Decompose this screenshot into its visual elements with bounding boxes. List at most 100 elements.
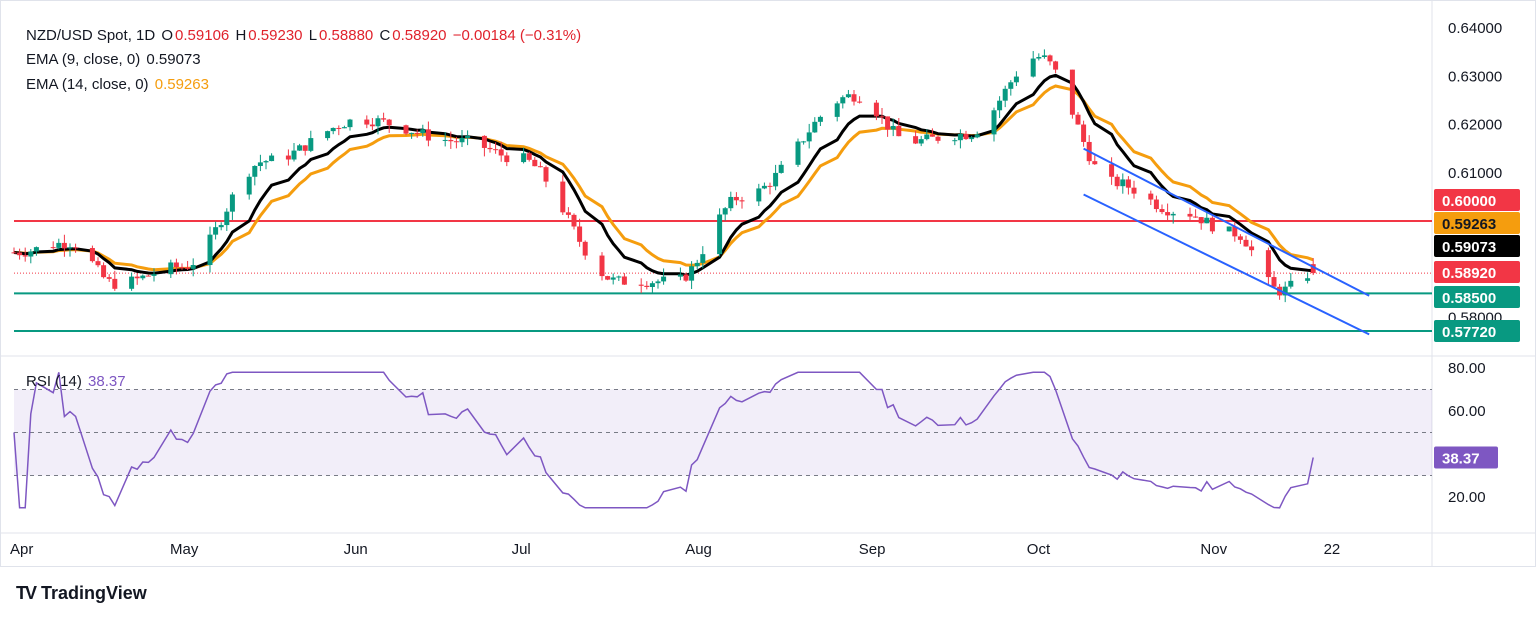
candle-body xyxy=(605,276,611,280)
change-value: −0.00184 (−0.31%) xyxy=(452,27,582,44)
candle-body xyxy=(1120,179,1126,187)
price-badge xyxy=(1434,235,1520,257)
candle-body xyxy=(655,281,661,284)
candle-body xyxy=(521,153,527,163)
candle-body xyxy=(453,141,459,143)
time-tick-label: May xyxy=(170,541,199,558)
candle-body xyxy=(1271,277,1277,287)
candle-body xyxy=(1047,55,1053,62)
candle-body xyxy=(465,135,471,138)
candle-body xyxy=(1036,56,1042,59)
candle-body xyxy=(963,133,969,140)
brand-name: TradingView xyxy=(41,583,147,603)
candle-body xyxy=(386,119,392,126)
candle-body xyxy=(879,116,885,118)
candle-body xyxy=(717,214,723,255)
chart-frame xyxy=(0,0,1536,567)
price-tick-label: 0.61000 xyxy=(1448,165,1502,182)
candle-body xyxy=(700,254,706,263)
ohlc-legend: NZD/USD Spot, 1D O 0.59106 H 0.59230 L 0.58… xyxy=(26,26,583,46)
candle-body xyxy=(537,166,543,168)
candle-body xyxy=(448,139,454,142)
candle-body xyxy=(661,276,667,282)
candle-body xyxy=(28,251,34,257)
candle-body xyxy=(341,127,347,129)
candle-body xyxy=(493,149,499,151)
candle-body xyxy=(95,261,101,266)
candle-body xyxy=(145,275,151,277)
candle-body xyxy=(1243,239,1249,247)
candle-body xyxy=(1148,193,1154,200)
candle-body xyxy=(1249,246,1255,251)
candle-body xyxy=(851,94,857,102)
candle-body xyxy=(263,161,269,163)
time-tick-label: Apr xyxy=(10,541,33,558)
price-badge xyxy=(1434,320,1520,342)
rsi-legend[interactable]: RSI (14) 38.37 xyxy=(26,372,128,392)
candle-body xyxy=(1310,264,1316,274)
ema14-label: EMA (14, close, 0) xyxy=(26,76,149,93)
candle-body xyxy=(459,137,465,143)
candle-body xyxy=(1008,82,1014,89)
candle-body xyxy=(425,129,431,141)
candle-body xyxy=(11,252,17,254)
candle-body xyxy=(246,176,252,195)
candle-body xyxy=(683,274,689,281)
candle-body xyxy=(347,119,353,128)
candle-body xyxy=(599,255,605,277)
price-badge xyxy=(1434,189,1520,211)
candle-body xyxy=(1198,217,1204,224)
tradingview-brand[interactable]: TV TradingView xyxy=(16,583,147,604)
candle-body xyxy=(224,211,230,226)
rsi-label: RSI (14) xyxy=(26,373,82,390)
candle-body xyxy=(168,262,174,275)
candle-body xyxy=(252,165,258,177)
time-tick-label: Nov xyxy=(1200,541,1227,558)
candle-body xyxy=(918,139,924,144)
ema9-legend[interactable]: EMA (9, close, 0) 0.59073 xyxy=(26,50,203,70)
low-value: 0.58880 xyxy=(319,27,374,44)
candle-body xyxy=(56,242,62,248)
price-badge-label: 0.58500 xyxy=(1442,290,1496,307)
rsi-value: 38.37 xyxy=(88,373,126,390)
candle-body xyxy=(218,225,224,228)
candle-body xyxy=(229,194,235,212)
candle-body xyxy=(1002,88,1008,101)
candle-body xyxy=(207,234,213,266)
candle-body xyxy=(1030,58,1036,77)
candle-body xyxy=(1165,212,1171,216)
high-value: 0.59230 xyxy=(248,27,303,44)
candle-body xyxy=(929,134,935,137)
candle-body xyxy=(325,131,331,139)
ema9-line xyxy=(13,73,1314,277)
candle-body xyxy=(621,276,627,285)
candle-body xyxy=(677,274,683,277)
candle-body xyxy=(806,132,812,142)
tradingview-logo-icon: TV xyxy=(16,583,37,603)
candle-body xyxy=(140,275,146,279)
candle-body xyxy=(1226,226,1232,232)
candle-body xyxy=(1159,209,1165,213)
candle-body xyxy=(129,276,135,289)
price-tick-label: 0.62000 xyxy=(1448,117,1502,134)
price-badge-label: 0.60000 xyxy=(1442,193,1496,210)
candle-body xyxy=(728,196,734,209)
candle-body xyxy=(638,284,644,286)
candle-body xyxy=(739,200,745,202)
candle-body xyxy=(957,133,963,141)
price-badge xyxy=(1434,212,1520,234)
candle-body xyxy=(812,121,818,133)
candle-body xyxy=(1170,213,1176,216)
candle-body xyxy=(834,103,840,117)
candle-body xyxy=(381,118,387,120)
candle-body xyxy=(773,172,779,187)
candle-body xyxy=(414,132,420,134)
candle-body xyxy=(67,247,73,249)
candle-body xyxy=(761,185,767,189)
candle-body xyxy=(913,136,919,144)
candle-body xyxy=(565,212,571,215)
ema14-legend[interactable]: EMA (14, close, 0) 0.59263 xyxy=(26,75,211,95)
low-label: L xyxy=(308,27,318,44)
candle-body xyxy=(885,116,891,130)
